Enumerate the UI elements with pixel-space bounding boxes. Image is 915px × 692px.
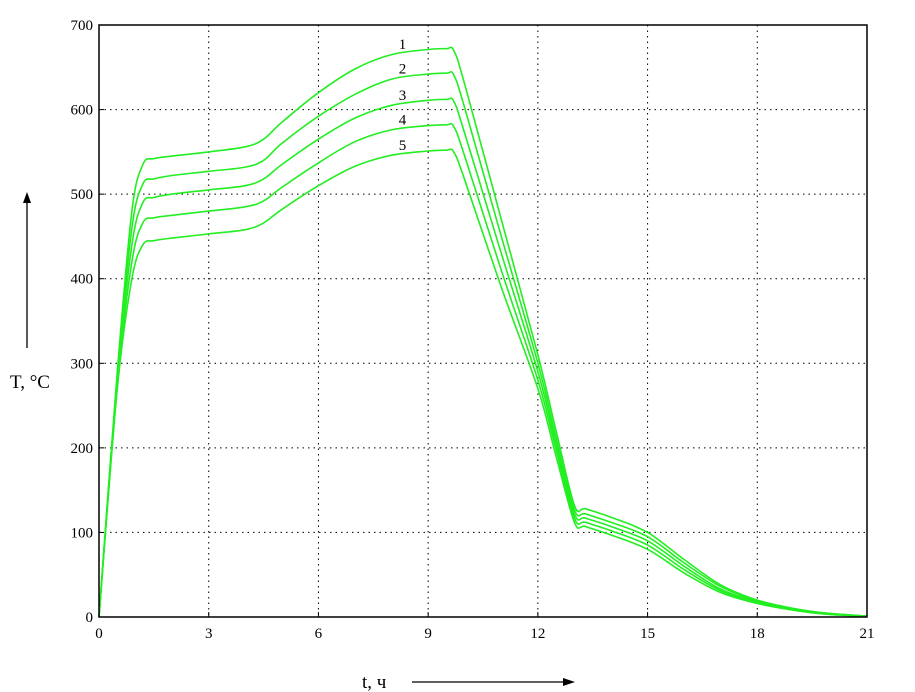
x-tick-label: 3 [205,626,213,642]
x-axis-arrowhead [563,678,575,686]
y-tick-label: 700 [71,18,94,34]
series-line-1 [98,46,868,618]
y-tick-label: 300 [71,356,94,372]
curve-label: 1 [399,37,407,53]
x-tick-label: 12 [530,626,545,642]
curve-label: 2 [399,62,407,78]
series-lines [98,46,868,618]
x-tick-label: 18 [750,626,765,642]
y-tick-label: 500 [71,187,94,203]
x-axis-title: t, ч [362,672,387,692]
y-tick-label: 0 [86,610,94,626]
plot-frame [98,24,868,618]
curve-label: 5 [399,138,407,154]
y-tick-label: 100 [71,525,94,541]
curve-label: 4 [399,113,407,129]
y-tick-label: 200 [71,441,94,457]
grid [98,24,868,618]
x-tick-label: 0 [95,626,103,642]
series-line-2 [98,71,868,618]
x-tick-label: 15 [640,626,655,642]
y-tick-label: 600 [71,103,94,119]
series-line-4 [98,122,868,618]
series-line-5 [98,148,868,618]
curve-label: 3 [399,88,407,104]
y-axis-arrowhead [23,192,31,203]
y-axis-title: T, °C [10,372,50,393]
x-tick-label: 9 [424,626,432,642]
series-line-3 [98,97,868,618]
curve-labels: 1 2 3 4 5 [399,37,407,154]
x-tick-label: 21 [860,626,875,642]
x-tick-label: 6 [315,626,323,642]
y-tick-label: 400 [71,272,94,288]
